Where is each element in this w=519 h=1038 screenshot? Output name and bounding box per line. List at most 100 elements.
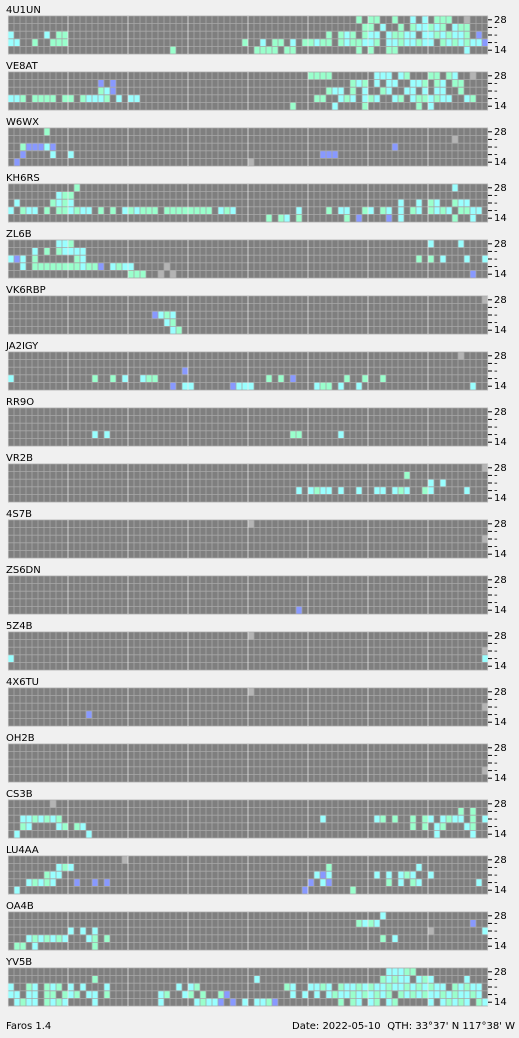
signal-cell (320, 94, 326, 103)
band-label: - (494, 134, 498, 145)
signal-cell (374, 998, 380, 1006)
signal-cell (32, 998, 38, 1006)
signal-cell (182, 382, 188, 390)
signal-cell (164, 262, 170, 271)
signal-cell (458, 240, 464, 248)
signal-cell (458, 998, 464, 1006)
signal-cell (410, 968, 416, 976)
signal-cell (428, 927, 434, 935)
signal-cell (68, 927, 74, 935)
signal-cell (62, 247, 68, 256)
signal-cell (80, 983, 86, 991)
signal-cell (428, 206, 434, 215)
signal-cell (122, 856, 128, 864)
signal-cell (146, 206, 152, 215)
signal-cell (110, 262, 116, 271)
signal-cell (230, 998, 236, 1006)
signal-cell (416, 990, 422, 999)
signal-cell (434, 94, 440, 103)
band-label: - (494, 430, 498, 441)
signal-cell (320, 815, 326, 823)
signal-cell (44, 262, 50, 271)
signal-cell (308, 878, 314, 887)
signal-cell (476, 990, 482, 999)
band-label: 28 (494, 183, 507, 194)
signal-cell (44, 247, 50, 256)
signal-cell (92, 94, 98, 103)
signal-cell (170, 270, 176, 278)
band-label: 14 (494, 661, 507, 672)
signal-cell (428, 990, 434, 999)
signal-cell (446, 998, 452, 1006)
signal-cell (458, 87, 464, 95)
signal-cell (392, 94, 398, 103)
signal-cell (446, 16, 452, 24)
band-label: - (494, 822, 498, 833)
signal-cell (338, 87, 344, 95)
signal-cell (398, 983, 404, 991)
signal-cell (344, 206, 350, 215)
signal-cell (290, 430, 296, 439)
signal-cell (392, 31, 398, 39)
signal-cell (158, 270, 164, 278)
signal-cell (374, 871, 380, 879)
signal-cell (368, 23, 374, 32)
signal-cell (440, 23, 446, 32)
signal-cell (152, 374, 158, 383)
signal-cell (188, 983, 194, 991)
signal-cell (224, 990, 230, 999)
signal-cell (470, 919, 476, 928)
signal-cell (92, 934, 98, 943)
signal-cell (8, 374, 14, 383)
signal-cell (44, 990, 50, 999)
signal-cell (452, 31, 458, 39)
signal-cell (302, 38, 308, 47)
signal-cell (380, 206, 386, 215)
signal-cell (86, 206, 92, 215)
signal-cell (416, 975, 422, 984)
signal-cell (44, 871, 50, 879)
station-grid (7, 687, 489, 727)
signal-cell (326, 31, 332, 39)
signal-cell (8, 983, 14, 991)
signal-cell (416, 863, 422, 872)
signal-cell (380, 990, 386, 999)
station-name: YV5B (5, 957, 32, 968)
signal-cell (380, 934, 386, 943)
signal-cell (56, 247, 62, 256)
signal-cell (434, 206, 440, 215)
signal-cell (308, 72, 314, 80)
band-label: - (494, 974, 498, 985)
station-grid (7, 71, 489, 111)
signal-cell (326, 206, 332, 215)
signal-cell (20, 255, 26, 263)
signal-cell (26, 934, 32, 943)
signal-cell (422, 990, 428, 999)
station-name: LU4AA (6, 845, 39, 856)
signal-cell (326, 38, 332, 47)
signal-cell (464, 822, 470, 831)
signal-cell (50, 983, 56, 991)
signal-cell (464, 94, 470, 103)
signal-cell (32, 94, 38, 103)
band-label: - (494, 246, 498, 257)
signal-cell (440, 79, 446, 88)
signal-cell (128, 270, 134, 278)
band-label: - (494, 478, 498, 489)
signal-cell (398, 878, 404, 887)
signal-cell (344, 214, 350, 222)
signal-cell (410, 206, 416, 215)
signal-cell (80, 262, 86, 271)
signal-cell (362, 94, 368, 103)
signal-cell (164, 311, 170, 319)
signal-cell (440, 16, 446, 24)
signal-cell (434, 16, 440, 24)
signal-cell (326, 382, 332, 390)
signal-cell (428, 72, 434, 80)
signal-cell (482, 296, 488, 304)
signal-cell (230, 206, 236, 215)
signal-cell (92, 942, 98, 950)
signal-cell (362, 102, 368, 110)
signal-cell (38, 934, 44, 943)
signal-cell (200, 206, 206, 215)
